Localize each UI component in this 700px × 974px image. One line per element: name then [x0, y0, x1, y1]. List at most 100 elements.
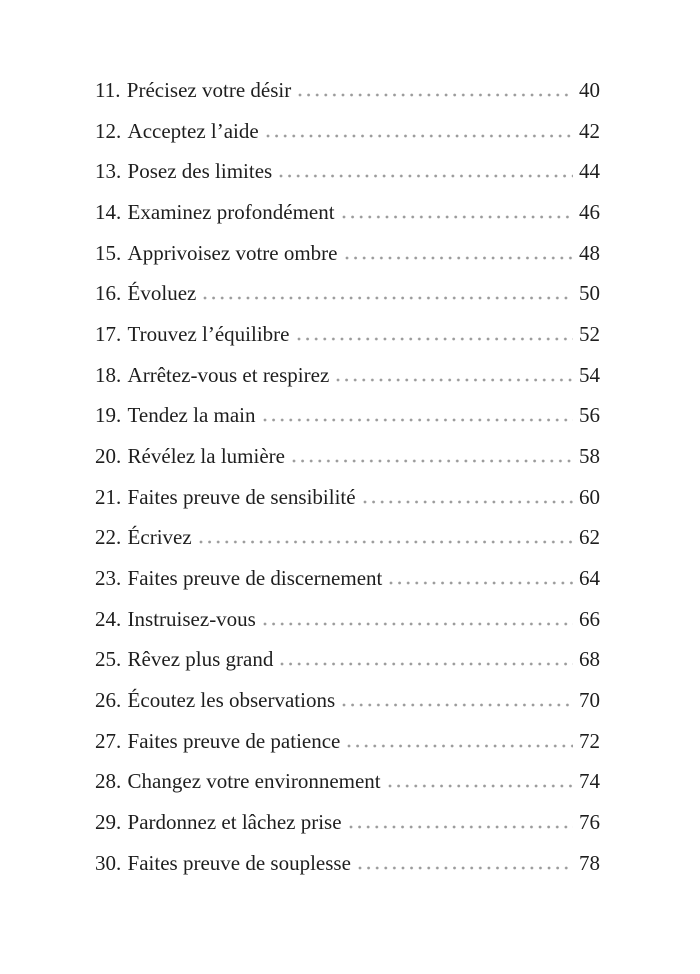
toc-entry-number: 27.: [95, 728, 122, 753]
toc-entry-page: 78: [579, 850, 600, 875]
dot-leader: [357, 864, 573, 870]
toc-entry-title: Précisez votre désir: [126, 78, 292, 102]
toc-entry-number: 22.: [95, 525, 122, 550]
toc-entry-page: 74: [579, 769, 600, 794]
dot-leader: [203, 295, 573, 301]
dot-leader: [342, 702, 573, 708]
dot-leader: [291, 458, 573, 464]
toc-entry-number: 16.: [95, 281, 122, 306]
toc-entry: 19. Tendez la main 56: [95, 395, 600, 436]
toc-entry-title: Examinez profondément: [127, 200, 335, 225]
dot-leader: [298, 92, 573, 97]
toc-entry: 21. Faites preuve de sensibilité 60: [95, 477, 600, 518]
toc-entry-number: 12.: [95, 118, 122, 143]
dot-leader: [279, 173, 573, 179]
toc-entry-page: 56: [579, 403, 600, 428]
dot-leader: [280, 661, 573, 667]
toc-entry-number: 26.: [95, 688, 122, 713]
dot-leader: [296, 336, 573, 342]
toc-entry-page: 42: [579, 118, 600, 143]
dot-leader: [348, 824, 573, 830]
dot-leader: [336, 376, 573, 382]
toc-entry: 27. Faites preuve de patience 72: [95, 721, 600, 762]
toc-entry-title: Faites preuve de sensibilité: [127, 484, 356, 509]
toc-entry: 29. Pardonnez et lâchez prise 76: [95, 802, 600, 843]
toc-entry: 18. Arrêtez-vous et respirez 54: [95, 355, 600, 396]
toc-entry-title: Apprivoisez votre ombre: [127, 240, 338, 265]
toc-entry-page: 68: [579, 647, 600, 672]
toc-entry-title: Faites preuve de discernement: [127, 566, 383, 591]
toc-entry: 30. Faites preuve de souplesse 78: [95, 843, 600, 884]
toc-entry-page: 72: [579, 728, 600, 753]
toc-entry-title: Écoutez les observations: [127, 688, 336, 713]
toc-entry-page: 58: [579, 444, 600, 469]
toc-entry-title: Arrêtez-vous et respirez: [127, 362, 330, 387]
toc-entry-page: 66: [579, 606, 600, 631]
toc-entry-title: Écrivez: [127, 525, 192, 550]
toc-entry-number: 19.: [95, 403, 122, 428]
toc-entry-page: 40: [579, 78, 600, 102]
toc-entry: 15. Apprivoisez votre ombre 48: [95, 233, 600, 274]
dot-leader: [341, 214, 573, 220]
dot-leader: [262, 417, 573, 423]
toc-entry-page: 54: [579, 362, 600, 387]
toc-entry-number: 13.: [95, 159, 122, 184]
toc-entry-number: 21.: [95, 484, 122, 509]
toc-entry-title: Instruisez-vous: [127, 606, 256, 631]
toc-entry-page: 64: [579, 566, 600, 591]
toc-entry-number: 25.: [95, 647, 122, 672]
toc-entry-number: 14.: [95, 200, 122, 225]
toc-entry: 23. Faites preuve de discernement 64: [95, 558, 600, 599]
toc-entry-title: Révélez la lumière: [127, 444, 285, 469]
toc-entry-page: 50: [579, 281, 600, 306]
toc-entry-number: 23.: [95, 566, 122, 591]
dot-leader: [265, 132, 573, 138]
dot-leader: [389, 580, 573, 586]
dot-leader: [198, 539, 573, 545]
toc-entry-page: 46: [579, 200, 600, 225]
toc-entry-title: Rêvez plus grand: [127, 647, 274, 672]
toc-entry: 16. Évoluez 50: [95, 273, 600, 314]
toc-entry: 25. Rêvez plus grand 68: [95, 639, 600, 680]
toc-entry: 28. Changez votre environnement 74: [95, 761, 600, 802]
toc-entry: 26. Écoutez les observations 70: [95, 680, 600, 721]
dot-leader: [262, 620, 573, 626]
toc-entry-number: 18.: [95, 362, 122, 387]
dot-leader: [344, 254, 573, 260]
toc-entry-page: 62: [579, 525, 600, 550]
toc-entry-title: Acceptez l’aide: [127, 118, 259, 143]
toc-entry: 20. Révélez la lumière 58: [95, 436, 600, 477]
toc-entry-page: 76: [579, 810, 600, 835]
toc-entry-title: Changez votre environnement: [127, 769, 381, 794]
toc-entry-page: 52: [579, 322, 600, 347]
toc-entry-number: 28.: [95, 769, 122, 794]
toc-entry-number: 15.: [95, 240, 122, 265]
toc-entry: 24. Instruisez-vous 66: [95, 599, 600, 640]
toc-entry: 14. Examinez profondément 46: [95, 192, 600, 233]
toc-entry-number: 29.: [95, 810, 122, 835]
toc-entry-number: 20.: [95, 444, 122, 469]
dot-leader: [347, 742, 573, 748]
toc-entry-page: 44: [579, 159, 600, 184]
toc-entry: 17. Trouvez l’équilibre 52: [95, 314, 600, 355]
toc-entry-number: 30.: [95, 850, 122, 875]
toc-entry-page: 60: [579, 484, 600, 509]
toc-entry-title: Tendez la main: [127, 403, 256, 428]
toc-entry-title: Faites preuve de souplesse: [127, 850, 351, 875]
dot-leader: [387, 783, 573, 789]
toc-entry: 11. Précisez votre désir 40: [95, 70, 600, 111]
toc-entry-page: 48: [579, 240, 600, 265]
toc-entry-title: Pardonnez et lâchez prise: [127, 810, 342, 835]
toc-entry: 13. Posez des limites 44: [95, 151, 600, 192]
table-of-contents: 11. Précisez votre désir 40 12. Acceptez…: [95, 70, 600, 884]
toc-entry-number: 24.: [95, 606, 122, 631]
dot-leader: [362, 498, 573, 504]
toc-entry-title: Évoluez: [127, 281, 197, 306]
toc-entry-page: 70: [579, 688, 600, 713]
toc-entry-title: Trouvez l’équilibre: [127, 322, 290, 347]
toc-entry-title: Faites preuve de patience: [127, 728, 341, 753]
toc-entry-number: 11.: [95, 78, 121, 102]
toc-entry-number: 17.: [95, 322, 122, 347]
toc-entry: 22. Écrivez 62: [95, 517, 600, 558]
